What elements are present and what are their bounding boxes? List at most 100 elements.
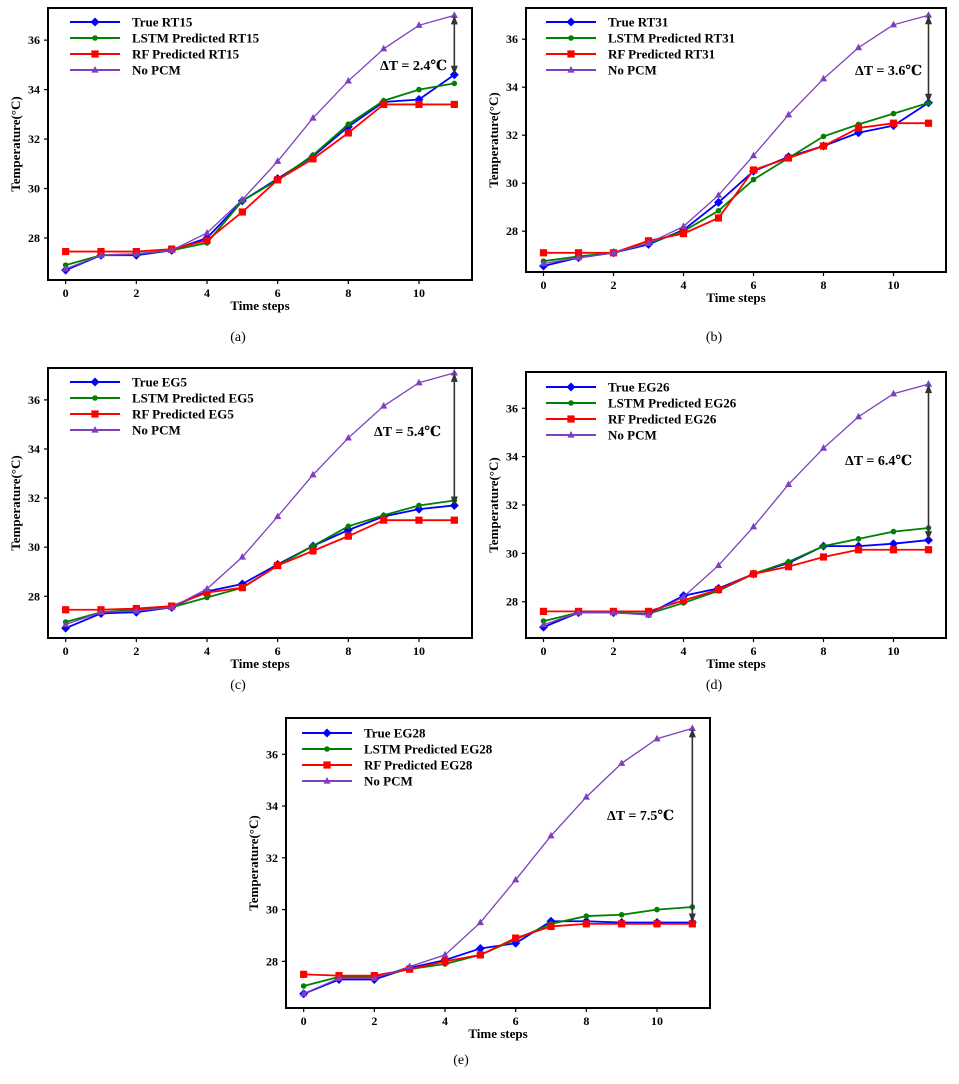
legend-marker [566,382,576,392]
data-point [62,247,70,256]
x-tick-label: 4 [681,644,687,658]
legend-marker [322,728,332,738]
delta-arrow-head-bottom [450,65,458,75]
legend-label: LSTM Predicted RT31 [608,31,735,46]
plot-frame [47,7,473,281]
x-tick-label: 0 [541,644,547,658]
data-point [416,86,422,93]
panel-caption: (b) [705,330,723,345]
data-point [582,792,590,800]
x-axis-label: Time steps [230,298,289,313]
data-point [450,100,458,109]
y-tick-label: 32 [506,498,518,512]
data-point [854,124,863,132]
data-point [476,951,484,959]
data-point [309,470,317,478]
legend-label: No PCM [132,63,181,78]
data-point [714,197,723,207]
data-point [749,522,758,530]
data-point [855,536,862,542]
data-point [168,603,176,610]
data-point [97,251,105,258]
data-point [300,989,308,997]
data-point [819,444,828,451]
data-point [820,133,827,140]
data-point [238,208,246,216]
data-point [203,588,211,597]
data-point [62,264,70,272]
y-axis-label: Temperature(°C) [486,457,501,552]
y-tick-label: 28 [506,224,518,238]
data-point [714,561,723,569]
data-point [889,546,898,554]
data-point [784,480,793,488]
data-point [132,607,140,614]
y-tick-label: 30 [266,903,278,917]
data-point [203,229,211,236]
data-point [653,920,661,928]
data-point [512,934,520,942]
legend-marker [90,17,100,27]
data-point [344,76,352,84]
x-axis-label: Time steps [468,1026,527,1041]
data-point [784,154,793,162]
x-tick-label: 10 [651,1014,663,1028]
data-point [274,176,282,184]
y-tick-label: 28 [28,589,40,603]
series-line [303,727,693,995]
plot-frame [525,7,947,273]
data-point [415,378,423,386]
panel-caption: (a) [230,330,246,345]
x-tick-label: 8 [583,1014,589,1028]
data-point [679,222,688,229]
x-axis-label: Time steps [230,656,289,671]
legend-label: True EG28 [364,726,426,741]
legend-marker [568,35,574,41]
data-point [345,121,352,128]
data-point [854,546,863,554]
panel-caption: (c) [230,678,246,693]
delta-arrow-head-top [450,372,458,382]
x-tick-label: 0 [63,286,69,300]
y-tick-label: 34 [28,442,40,456]
delta-arrow-head-top [688,728,696,738]
legend-label: RF Predicted EG26 [608,412,717,427]
data-point [715,208,722,214]
data-point [238,584,246,592]
legend-label: True RT15 [132,15,193,30]
delta-arrow-head-bottom [450,496,458,506]
data-point [380,44,388,52]
data-point [890,110,897,117]
data-point [380,516,388,524]
y-tick-label: 32 [28,491,40,505]
y-tick-label: 28 [266,954,278,968]
data-point [309,547,317,555]
series-line [543,122,929,254]
data-point [750,176,757,183]
data-point [688,920,696,928]
series-line [303,922,693,977]
y-tick-label: 36 [28,393,40,407]
legend-marker [567,50,575,58]
x-tick-label: 8 [345,286,351,300]
series-markers [539,11,933,267]
series-markers [299,916,697,999]
data-point [441,957,449,965]
legend-marker [92,395,98,401]
legend-marker [568,400,574,406]
legend-label: LSTM Predicted EG28 [364,742,493,757]
y-tick-label: 34 [506,80,518,94]
x-tick-label: 0 [541,278,547,292]
y-tick-label: 36 [506,401,518,415]
legend-marker [91,410,99,418]
data-point [309,114,317,121]
data-point [644,239,653,246]
series-markers [300,724,696,997]
y-axis-label: Temperature(°C) [8,455,23,550]
legend-marker [566,17,576,27]
legend-label: RF Predicted RT31 [608,47,715,62]
series-line [65,14,455,270]
legend-label: True RT31 [608,15,668,30]
y-tick-label: 30 [28,182,40,196]
